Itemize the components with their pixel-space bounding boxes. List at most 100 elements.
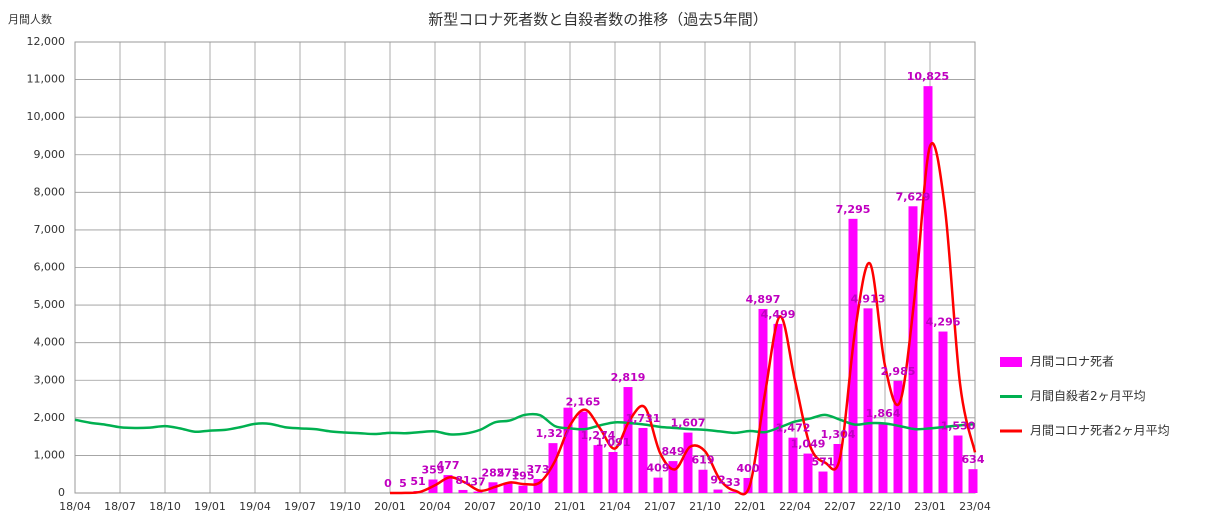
legend-label: 月間コロナ死者2ヶ月平均 [1030,424,1170,438]
data-label: 4,296 [926,316,961,329]
legend-label: 月間自殺者2ヶ月平均 [1030,389,1146,403]
y-tick-label: 8,000 [34,185,66,198]
bar [833,443,843,493]
bar [788,437,798,493]
bar [893,380,903,493]
y-tick-label: 1,000 [34,448,66,461]
data-label: 0 [384,477,392,490]
data-label: 37 [470,476,485,489]
data-label: 1,304 [821,428,856,441]
data-label: 92 [710,474,725,487]
bar [713,489,723,493]
x-tick-label: 20/01 [374,500,406,513]
data-label: 2,165 [566,396,601,409]
x-tick-label: 21/04 [599,500,631,513]
data-label: 373 [527,463,550,476]
bar [473,491,483,493]
line [389,142,977,496]
data-label: 849 [662,445,685,458]
x-tick-label: 21/07 [644,500,676,513]
data-label: 2,819 [611,371,646,384]
y-tick-label: 10,000 [27,110,66,123]
line [74,412,976,436]
data-label: 195 [512,470,535,483]
data-label: 1,472 [776,422,811,435]
x-tick-label: 23/04 [959,500,991,513]
y-tick-label: 12,000 [27,35,66,48]
x-tick-label: 22/10 [869,500,901,513]
bar [908,206,918,494]
bar [938,331,948,493]
x-tick-label: 19/10 [329,500,361,513]
data-label: 400 [737,462,760,475]
bar [533,478,543,493]
x-tick-label: 20/10 [509,500,541,513]
data-label: 4,913 [851,292,886,305]
bar [638,427,648,493]
data-label: 1,049 [791,438,826,451]
data-label: 7,629 [896,190,931,203]
bar [683,432,693,493]
data-label: 7,295 [836,203,871,216]
data-label: 634 [962,453,985,466]
data-label: 10,825 [907,70,949,83]
x-tick-label: 21/10 [689,500,721,513]
bar [878,422,888,493]
y-tick-label: 2,000 [34,411,66,424]
data-label: 359 [422,464,445,477]
bar [968,469,978,493]
data-label: 1,607 [671,417,706,430]
bar [818,471,828,493]
data-label: 1,091 [596,436,631,449]
data-label: 571 [812,456,835,469]
data-label: 4,499 [761,308,796,321]
bar [728,491,738,493]
x-tick-label: 20/07 [464,500,496,513]
y-tick-label: 9,000 [34,148,66,161]
y-tick-label: 7,000 [34,223,66,236]
y-axis-label: 月間人数 [8,13,52,26]
y-tick-label: 3,000 [34,373,66,386]
x-tick-label: 23/01 [914,500,946,513]
data-label: 285 [482,466,505,479]
bar [773,323,783,493]
data-label: 4,897 [746,293,781,306]
bar [623,387,633,493]
data-label: 1,731 [626,412,661,425]
y-tick-label: 11,000 [27,73,66,86]
bar [563,407,573,493]
y-tick-label: 5,000 [34,298,66,311]
data-label: 33 [725,476,740,489]
bar [653,477,663,493]
x-tick-label: 19/04 [239,500,271,513]
bar [593,445,603,493]
bar [803,453,813,493]
data-label: 1,530 [941,419,976,432]
bar [743,477,753,493]
x-tick-label: 19/07 [284,500,316,513]
bar [548,443,558,493]
bar [698,469,708,493]
data-label: 409 [647,462,670,475]
x-tick-label: 21/01 [554,500,586,513]
x-tick-label: 20/04 [419,500,451,513]
bar [608,451,618,493]
bar [668,461,678,493]
bar [923,86,933,494]
bar [518,485,528,493]
legend-swatch [1000,357,1022,367]
bar [953,435,963,493]
x-tick-label: 22/01 [734,500,766,513]
y-tick-label: 0 [58,486,65,499]
data-label: 51 [410,475,425,488]
x-tick-label: 18/04 [59,500,91,513]
data-label: 477 [437,459,460,472]
data-label: 81 [455,474,470,487]
data-label: 2,985 [881,365,916,378]
data-label: 1,864 [866,407,901,420]
bar [458,489,468,493]
x-tick-label: 18/10 [149,500,181,513]
x-tick-label: 22/07 [824,500,856,513]
bar [503,482,513,493]
